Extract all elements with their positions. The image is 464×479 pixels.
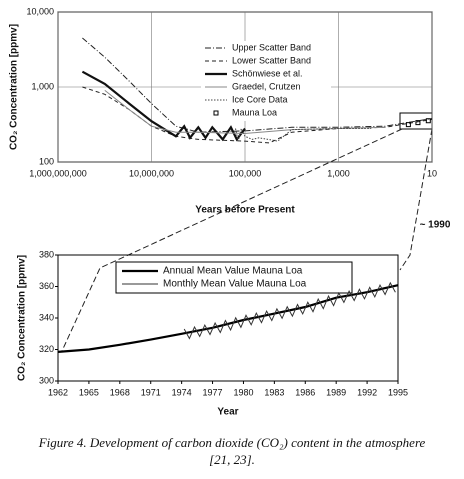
data-point bbox=[415, 120, 421, 126]
y-tick-label: 100 bbox=[39, 156, 54, 166]
x-tick-label: 1977 bbox=[203, 387, 223, 397]
data-point bbox=[405, 122, 411, 128]
y-tick-label: 10,000 bbox=[26, 6, 54, 16]
legend-box bbox=[115, 261, 353, 294]
x-tick-label: 1983 bbox=[264, 387, 284, 397]
zoom-arrow bbox=[399, 128, 433, 271]
annotation: ~ 1990 bbox=[420, 220, 451, 231]
y-tick-label: 360 bbox=[39, 281, 54, 291]
x-tick-label: 1989 bbox=[326, 387, 346, 397]
y-axis-label: CO₂ Concentration [ppmv] bbox=[9, 24, 20, 150]
data-point bbox=[425, 118, 431, 124]
x-tick-label: 1968 bbox=[110, 387, 130, 397]
legend-label: Graedel, Crutzen bbox=[232, 81, 301, 91]
x-tick-label: 1980 bbox=[233, 387, 253, 397]
x-tick-label: 1995 bbox=[388, 387, 408, 397]
x-tick-label: 1962 bbox=[48, 387, 68, 397]
legend-label: Annual Mean Value Mauna Loa bbox=[163, 266, 303, 277]
y-tick-label: 320 bbox=[39, 344, 54, 354]
legend-marker bbox=[213, 110, 219, 116]
y-tick-label: 300 bbox=[39, 375, 54, 385]
caption: Figure 4. Development of carbon dioxide … bbox=[38, 435, 426, 450]
y-tick-label: 380 bbox=[39, 249, 54, 259]
legend-label: Schönwiese et al. bbox=[232, 68, 303, 78]
y-tick-label: 340 bbox=[39, 312, 54, 322]
legend-label: Mauna Loa bbox=[232, 107, 277, 117]
series-line bbox=[235, 127, 372, 142]
zoom-arrow bbox=[61, 128, 403, 352]
legend-label: Ice Core Data bbox=[232, 94, 288, 104]
y-axis-label: CO₂ Concentration [ppmv] bbox=[17, 255, 28, 381]
y-tick-label: 1,000 bbox=[31, 81, 54, 91]
x-tick-label: 1,000 bbox=[327, 168, 350, 178]
x-tick-label: 1992 bbox=[357, 387, 377, 397]
legend-label: Monthly Mean Value Mauna Loa bbox=[163, 279, 307, 290]
x-tick-label: 10 bbox=[427, 168, 437, 178]
x-tick-label: 1986 bbox=[295, 387, 315, 397]
x-tick-label: 1965 bbox=[79, 387, 99, 397]
legend-label: Upper Scatter Band bbox=[232, 42, 311, 52]
legend-bg bbox=[201, 41, 331, 121]
x-axis-label: Year bbox=[217, 407, 238, 418]
x-tick-label: 100,000 bbox=[229, 168, 262, 178]
x-tick-label: 1974 bbox=[172, 387, 192, 397]
x-tick-label: 1971 bbox=[141, 387, 161, 397]
x-axis-label: Years before Present bbox=[195, 205, 295, 216]
caption: [21, 23]. bbox=[209, 452, 255, 467]
legend-label: Lower Scatter Band bbox=[232, 55, 311, 65]
x-tick-label: 1,000,000,000 bbox=[29, 168, 87, 178]
x-tick-label: 10,000,000 bbox=[129, 168, 174, 178]
series-line bbox=[183, 281, 396, 340]
